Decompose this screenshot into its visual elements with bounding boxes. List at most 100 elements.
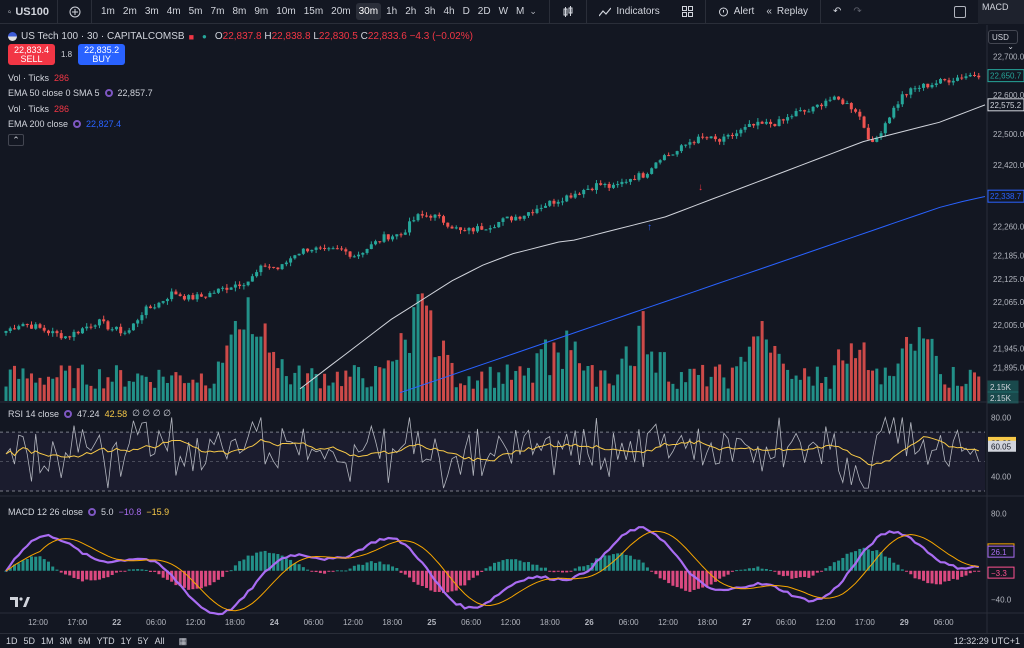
range-3m[interactable]: 3M [59,636,73,646]
candle-body [896,104,900,108]
interval-3m[interactable]: 3m [144,6,159,17]
volume-bar [888,375,892,401]
replay-button[interactable]: « Replay [760,0,814,24]
volume-bar [170,375,174,401]
macd-hist-bar [896,564,900,571]
macd-hist-bar [38,556,42,571]
range-6m[interactable]: 6M [78,636,91,646]
interval-selector: 1m 2m 3m 4m 5m 7m 8m 9m 10m 15m 20m 30m 1h 2h 3h 4h D 2D W… [92,0,529,24]
rsi-ma-line [5,436,979,466]
macd-hist-bar [879,552,883,571]
macd-hist-bar [875,550,879,571]
currency-selector[interactable]: USD ⌄ [988,30,1018,51]
interval-10m[interactable]: 10m [276,6,296,17]
volume-bar [650,351,654,401]
interval-5m[interactable]: 5m [188,6,203,17]
settings-icon[interactable] [73,120,82,128]
volume-bar [871,370,875,401]
interval-3h[interactable]: 3h [424,6,436,17]
interval-4h[interactable]: 4h [443,6,455,17]
range-ytd[interactable]: YTD [96,636,115,646]
interval-4m[interactable]: 4m [166,6,181,17]
settings-icon[interactable] [104,89,113,97]
interval-20m[interactable]: 20m [331,6,351,17]
compare-button[interactable] [58,0,92,24]
interval-M[interactable]: M [516,6,525,17]
indicator-vol-1[interactable]: Vol · Ticks 286 [8,73,69,83]
interval-1h[interactable]: 1h [386,6,398,17]
range-1m[interactable]: 1M [41,636,54,646]
chart-canvas[interactable]: 22,700.0 22,600.0 22,500.0 22,420.0 22,338.7… [0,25,1024,633]
chart-type-button[interactable] [556,0,580,24]
indicator-vol-2[interactable]: Vol · Ticks 286 [8,104,69,114]
panel-toggle[interactable] [954,6,966,18]
candle-body [76,331,80,334]
candle-body [106,321,110,330]
range-5y[interactable]: 5Y [137,636,149,646]
interval-W[interactable]: W [498,6,509,17]
tradingview-logo-icon[interactable] [10,596,30,608]
macd-hist-bar [497,561,501,571]
candle-body [369,244,373,250]
interval-9m[interactable]: 9m [254,6,269,17]
interval-2m[interactable]: 2m [122,6,137,17]
volume-bar [123,386,127,401]
interval-1m[interactable]: 1m [101,6,115,17]
candle-body [46,330,50,334]
candle-body [713,136,717,140]
volume-bar [420,293,424,401]
macd-legend[interactable]: MACD 12 26 close 5.0 −10.8 −15.9 [8,507,169,517]
indicator-ema50[interactable]: EMA 50 close 0 SMA 5 22,857.7 [8,88,153,98]
chart-area[interactable]: 22,700.0 22,600.0 22,500.0 22,420.0 22,338.7… [0,25,1024,633]
volume-bar [735,366,739,401]
symbol-title[interactable]: US Tech 100 · 30 · CAPITALCOMSB [21,31,185,42]
symbol-search[interactable]: US100 [0,0,58,24]
rsi-legend[interactable]: RSI 14 close 47.24 42.58 ∅ ∅ ∅ ∅ [8,408,171,419]
candle-body [535,208,539,213]
interval-8m[interactable]: 8m [232,6,247,17]
interval-15m[interactable]: 15m [303,6,324,17]
legend-collapse-button[interactable]: ⌃ [8,134,24,146]
interval-2D[interactable]: 2D [477,6,491,17]
indicators-button[interactable]: Indicators [593,0,665,24]
candle-body [582,189,586,195]
range-1d[interactable]: 1D [6,636,18,646]
range-all[interactable]: All [154,636,165,646]
alert-button[interactable]: Alert [712,0,761,24]
candle-body [539,207,543,209]
alarm-clock-icon [718,7,728,17]
volume-bar [8,369,12,401]
settings-icon[interactable] [64,409,73,418]
volume-bar [726,388,730,401]
candle-body [616,184,620,186]
indicator-ema200[interactable]: EMA 200 close 22,827.4 [8,119,121,129]
redo-button[interactable]: ↷ [847,0,867,24]
interval-D[interactable]: D [462,6,470,17]
interval-7m[interactable]: 7m [210,6,225,17]
interval-30m[interactable]: 30m [355,3,382,20]
rsi-badge [988,440,1016,452]
range-1y[interactable]: 1Y [120,636,132,646]
range-5d[interactable]: 5D [23,636,36,646]
macd-hist-bar [386,564,390,571]
undo-button[interactable]: ↶ [827,0,847,24]
layouts-button[interactable] [676,0,699,24]
volume-bar [820,383,824,401]
bookmark-icon[interactable]: ■ [188,31,195,42]
interval-dropdown-button[interactable]: ⌄ [529,6,537,16]
volume-bar [480,371,484,401]
macd-hist-bar [34,556,38,571]
settings-icon[interactable] [88,508,97,516]
macd-hist-bar [76,570,80,580]
calendar-icon[interactable]: ▦ [178,635,188,646]
macd-corner-tab[interactable]: MACD [978,0,1024,24]
volume-bar [841,360,845,401]
interval-2h[interactable]: 2h [405,6,417,17]
macd-hist-bar [960,570,964,577]
candle-body [204,296,208,298]
volume-bar [662,352,666,401]
candle-body [297,253,301,256]
sell-button[interactable]: 22,833.4 SELL [8,44,55,65]
buy-button[interactable]: 22,835.2 BUY [78,44,126,65]
clock[interactable]: 12:32:29 UTC+1 [953,636,1020,646]
